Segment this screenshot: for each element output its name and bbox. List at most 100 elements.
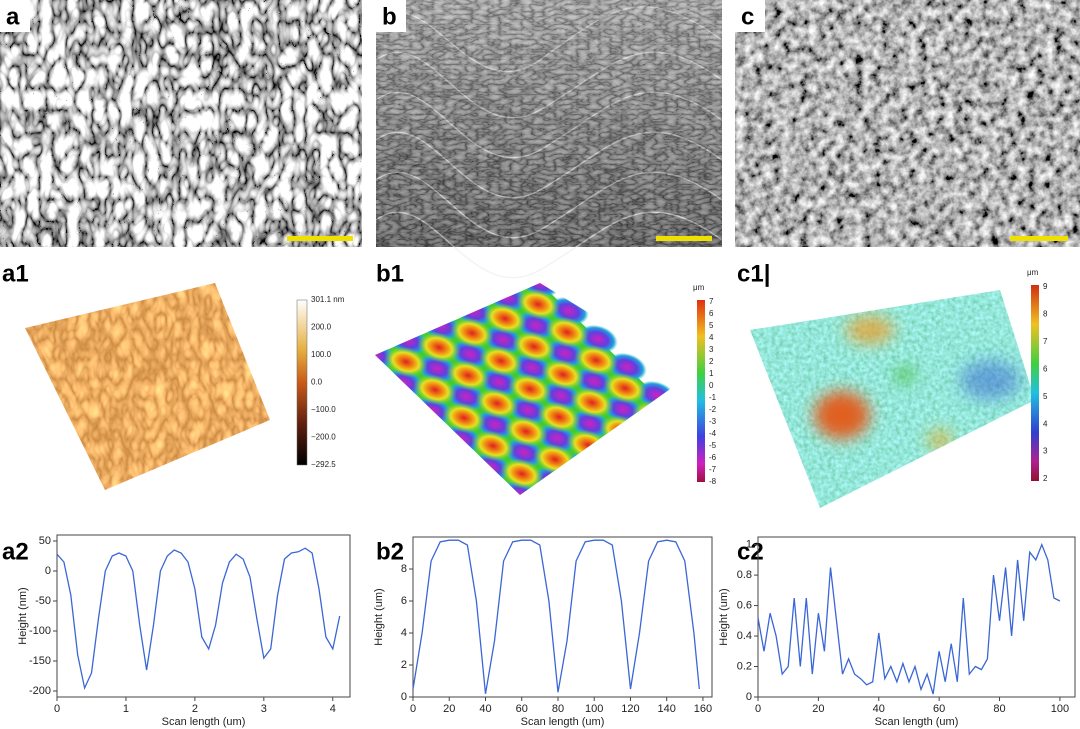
micrograph-c [735,0,1080,247]
y-tick-label: -200 [29,685,51,697]
bump [504,415,548,448]
x-tick-label: 140 [658,703,676,715]
colorbar-a1 [296,299,308,466]
label-box [376,0,406,32]
colorbar-tick-label: 5 [1043,392,1048,401]
colorbar-tick-label: 1 [709,369,714,378]
bump [570,386,614,419]
x-tick-label: 40 [479,703,491,715]
bump [574,344,618,376]
colorbar-tick-label: 5 [709,321,714,330]
colorbar-tick-label: 100.0 [311,350,332,359]
colorbar-tick-label: 7 [709,297,714,306]
colorbar-tick-label: −200.0 [311,433,336,442]
data-line [412,539,700,694]
x-tick-label: 0 [54,703,60,715]
axes-frame [757,536,1076,698]
bump [541,358,585,391]
x-tick-label: 3 [261,703,267,715]
bump [417,331,461,364]
y-tick-label: -100 [29,625,51,637]
colorbar-tick-label: -2 [709,405,717,414]
dip [632,423,672,452]
panel-label: b1 [376,260,404,287]
panel-label: c [741,3,754,30]
surface-a1 [25,283,270,490]
x-tick-label: 20 [812,703,824,715]
colorbar-tick-label: 6 [709,309,714,318]
colorbar-tick-label: -3 [709,417,717,426]
colorbar-tick-label: 301.1 nm [311,295,345,304]
axes-frame [56,534,351,698]
colorbar-tick-label: 0 [709,381,714,390]
x-tick-label: 80 [993,703,1005,715]
x-axis-label: Scan length (um) [521,716,605,728]
x-tick-label: 160 [694,703,712,715]
y-tick-label: -50 [35,595,51,607]
colorbar-tick-label: -8 [709,477,717,486]
surface-b1 [375,283,690,495]
colorbar-c1 [1031,285,1039,481]
colorbar-tick-label: 0.0 [311,378,323,387]
colorbar-tick-label: 3 [709,345,714,354]
colorbar-tick-label: -1 [709,393,717,402]
colorbar-tick-label: 8 [1043,310,1048,319]
colorbar-tick-label: -6 [709,453,717,462]
colorbar-tick-label: 2 [709,357,714,366]
colorbar-tick-label: 3 [1043,447,1048,456]
y-axis-label: Height (um) [718,588,730,645]
panel-label: b [382,3,397,30]
bump [384,346,428,378]
colorbar-tick-label: 4 [709,333,714,342]
x-tick-label: 1 [123,703,129,715]
axes-frame [412,536,713,698]
bump [479,345,523,377]
colorbar-tick-label: 7 [1043,337,1048,346]
x-tick-label: 100 [585,703,603,715]
x-axis-label: Scan length (um) [875,716,959,728]
y-axis-label: Height (nm) [17,587,29,644]
x-tick-label: 0 [755,703,761,715]
y-tick-label: -150 [29,655,51,667]
surface-c1 [750,290,1035,508]
y-tick-label: 0.8 [737,569,752,581]
x-tick-label: 2 [192,703,198,715]
label-box [0,0,30,32]
colorbar-tick-label: -7 [709,465,717,474]
colorbar-unit: μm [1027,268,1039,277]
bump [475,387,519,420]
x-tick-label: 60 [933,703,945,715]
bump [500,458,544,490]
colorbar-tick-label: −292.5 [311,460,336,469]
colorbar-unit: μm [693,283,705,292]
colorbar-tick-label: 9 [1043,282,1048,291]
panel-label: b2 [376,538,404,565]
x-tick-label: 80 [552,703,564,715]
y-tick-label: 0 [45,565,51,577]
y-tick-label: 4 [401,627,407,639]
y-tick-label: 8 [401,563,407,575]
colorbar-tick-label: −100.0 [311,405,336,414]
bump [483,302,527,335]
x-tick-label: 40 [873,703,885,715]
y-tick-label: 50 [39,535,51,547]
panel-label: a2 [2,538,29,565]
bump [512,330,556,363]
x-tick-label: 20 [443,703,455,715]
colorbar-tick-label: 4 [1043,419,1048,428]
bump [545,316,589,348]
y-tick-label: 0.2 [737,660,752,672]
bump [603,372,647,404]
y-tick-label: 6 [401,595,407,607]
x-tick-label: 100 [1051,703,1069,715]
y-tick-label: 0 [401,691,407,703]
panel-label: a [6,3,20,30]
colorbar-tick-label: -5 [709,441,717,450]
panel-label: c2 [737,538,764,565]
bump [442,402,486,434]
y-tick-label: 1 [746,539,752,551]
y-axis-label: Height (um) [373,588,385,645]
x-axis-label: Scan length (um) [162,716,246,728]
x-tick-label: 60 [516,703,528,715]
bump [508,373,552,405]
